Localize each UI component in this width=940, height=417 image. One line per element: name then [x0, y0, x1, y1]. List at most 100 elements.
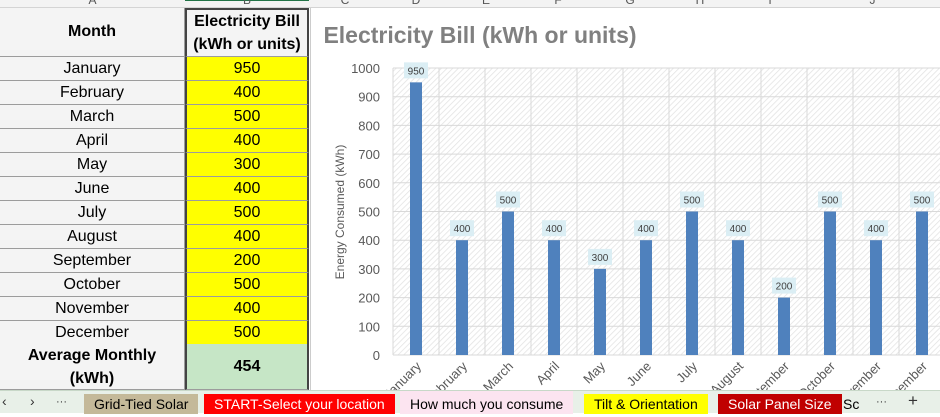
more-sheets-left-button[interactable]: ···: [56, 396, 67, 408]
column-header-i[interactable]: I: [768, 0, 772, 7]
x-tick-label: November: [831, 358, 884, 390]
column-header-e[interactable]: E: [481, 0, 490, 7]
data-label-bg: [404, 62, 428, 79]
more-sheets-right-button[interactable]: ···: [876, 396, 887, 408]
data-label: 500: [684, 196, 701, 207]
table-row: November 400: [0, 297, 309, 321]
bill-value-cell[interactable]: 500: [185, 105, 309, 129]
data-label-bg: [818, 191, 842, 208]
y-tick-label: 600: [358, 176, 380, 191]
sheet-tab-bar: ‹ › ··· Grid-Tied Solar START-Select your…: [0, 390, 940, 414]
bar: [456, 240, 468, 355]
month-cell[interactable]: September: [0, 249, 185, 273]
sheet-tab[interactable]: How much you consume: [400, 391, 574, 414]
y-tick-label: 900: [358, 90, 380, 105]
month-cell[interactable]: June: [0, 177, 185, 201]
bill-value-cell[interactable]: 500: [185, 201, 309, 225]
y-tick-label: 100: [358, 319, 380, 334]
bill-value-cell[interactable]: 500: [185, 273, 309, 297]
average-label-line2: (kWh): [69, 369, 115, 387]
data-label-bg: [496, 191, 520, 208]
bill-value-cell[interactable]: 400: [185, 81, 309, 105]
x-tick-label: December: [877, 358, 930, 390]
header-month[interactable]: Month: [0, 8, 185, 57]
month-cell[interactable]: March: [0, 105, 185, 129]
y-tick-label: 500: [358, 205, 380, 220]
sheet-tab[interactable]: Sc: [843, 396, 860, 412]
bill-value-cell[interactable]: 500: [185, 321, 309, 345]
x-tick-label: March: [480, 359, 516, 390]
bill-value-cell[interactable]: 400: [185, 225, 309, 249]
header-bill[interactable]: Electricity Bill (kWh or units): [185, 8, 309, 57]
y-tick-label: 400: [358, 233, 380, 248]
table-row: July 500: [0, 201, 309, 225]
data-label-bg: [634, 220, 658, 237]
data-label: 400: [454, 224, 471, 235]
data-label-bg: [542, 220, 566, 237]
data-label: 400: [638, 224, 655, 235]
table-row: August 400: [0, 225, 309, 249]
table-row: June 400: [0, 177, 309, 201]
prev-sheet-button[interactable]: ‹: [2, 393, 7, 409]
header-bill-line2: (kWh or units): [193, 36, 301, 53]
bar: [640, 240, 652, 355]
bar: [594, 268, 606, 355]
column-header-d[interactable]: D: [411, 0, 421, 7]
sheet-tab[interactable]: Grid-Tied Solar: [84, 394, 199, 414]
bill-value-cell[interactable]: 300: [185, 153, 309, 177]
y-tick-label: 300: [358, 262, 380, 277]
table-row: March 500: [0, 105, 309, 129]
month-cell[interactable]: November: [0, 297, 185, 321]
month-cell[interactable]: May: [0, 153, 185, 177]
table-row: September 200: [0, 249, 309, 273]
average-value[interactable]: 454: [185, 344, 309, 390]
column-header-j[interactable]: J: [869, 0, 876, 7]
sheet-tab[interactable]: Solar Panel Size: [718, 394, 842, 414]
column-headers: A B C D E F G H I J: [0, 0, 940, 8]
month-cell[interactable]: January: [0, 57, 185, 81]
average-row: Average Monthly (kWh) 454: [0, 344, 309, 390]
month-cell[interactable]: August: [0, 225, 185, 249]
month-cell[interactable]: April: [0, 129, 185, 153]
y-tick-label: 0: [373, 348, 380, 363]
bar: [502, 211, 514, 355]
data-label: 200: [776, 282, 793, 293]
table-row: May 300: [0, 153, 309, 177]
y-tick-label: 200: [358, 291, 380, 306]
bill-value-cell[interactable]: 200: [185, 249, 309, 273]
bar: [686, 211, 698, 355]
header-bill-line1: Electricity Bill: [194, 13, 300, 30]
average-label[interactable]: Average Monthly (kWh): [0, 344, 185, 390]
table-row: October 500: [0, 273, 309, 297]
month-cell[interactable]: July: [0, 201, 185, 225]
data-label-bg: [910, 191, 934, 208]
bill-value-cell[interactable]: 400: [185, 297, 309, 321]
x-tick-label: September: [737, 358, 793, 390]
column-header-a[interactable]: A: [88, 0, 97, 7]
bar: [548, 240, 560, 355]
bill-value-cell[interactable]: 400: [185, 129, 309, 153]
month-cell[interactable]: February: [0, 81, 185, 105]
column-header-h[interactable]: H: [695, 0, 705, 7]
data-label: 500: [822, 196, 839, 207]
bar: [732, 240, 744, 355]
x-tick-label: October: [795, 358, 839, 390]
y-tick-label: 700: [358, 147, 380, 162]
x-tick-label: January: [381, 358, 425, 390]
month-cell[interactable]: October: [0, 273, 185, 297]
column-header-f[interactable]: F: [554, 0, 562, 7]
x-tick-label: April: [533, 358, 562, 387]
data-label: 300: [592, 253, 609, 264]
sheet-tab[interactable]: Tilt & Orientation: [584, 394, 708, 414]
column-header-g[interactable]: G: [625, 0, 635, 7]
x-tick-label: June: [624, 359, 655, 390]
bill-value-cell[interactable]: 400: [185, 177, 309, 201]
x-tick-label: July: [673, 358, 700, 385]
sheet-tab[interactable]: START-Select your location: [204, 394, 395, 414]
column-header-c[interactable]: C: [340, 0, 350, 7]
add-sheet-button[interactable]: +: [908, 391, 918, 410]
data-label: 500: [914, 196, 931, 207]
bill-value-cell[interactable]: 950: [185, 57, 309, 81]
next-sheet-button[interactable]: ›: [30, 393, 35, 409]
table-row: February 400: [0, 81, 309, 105]
